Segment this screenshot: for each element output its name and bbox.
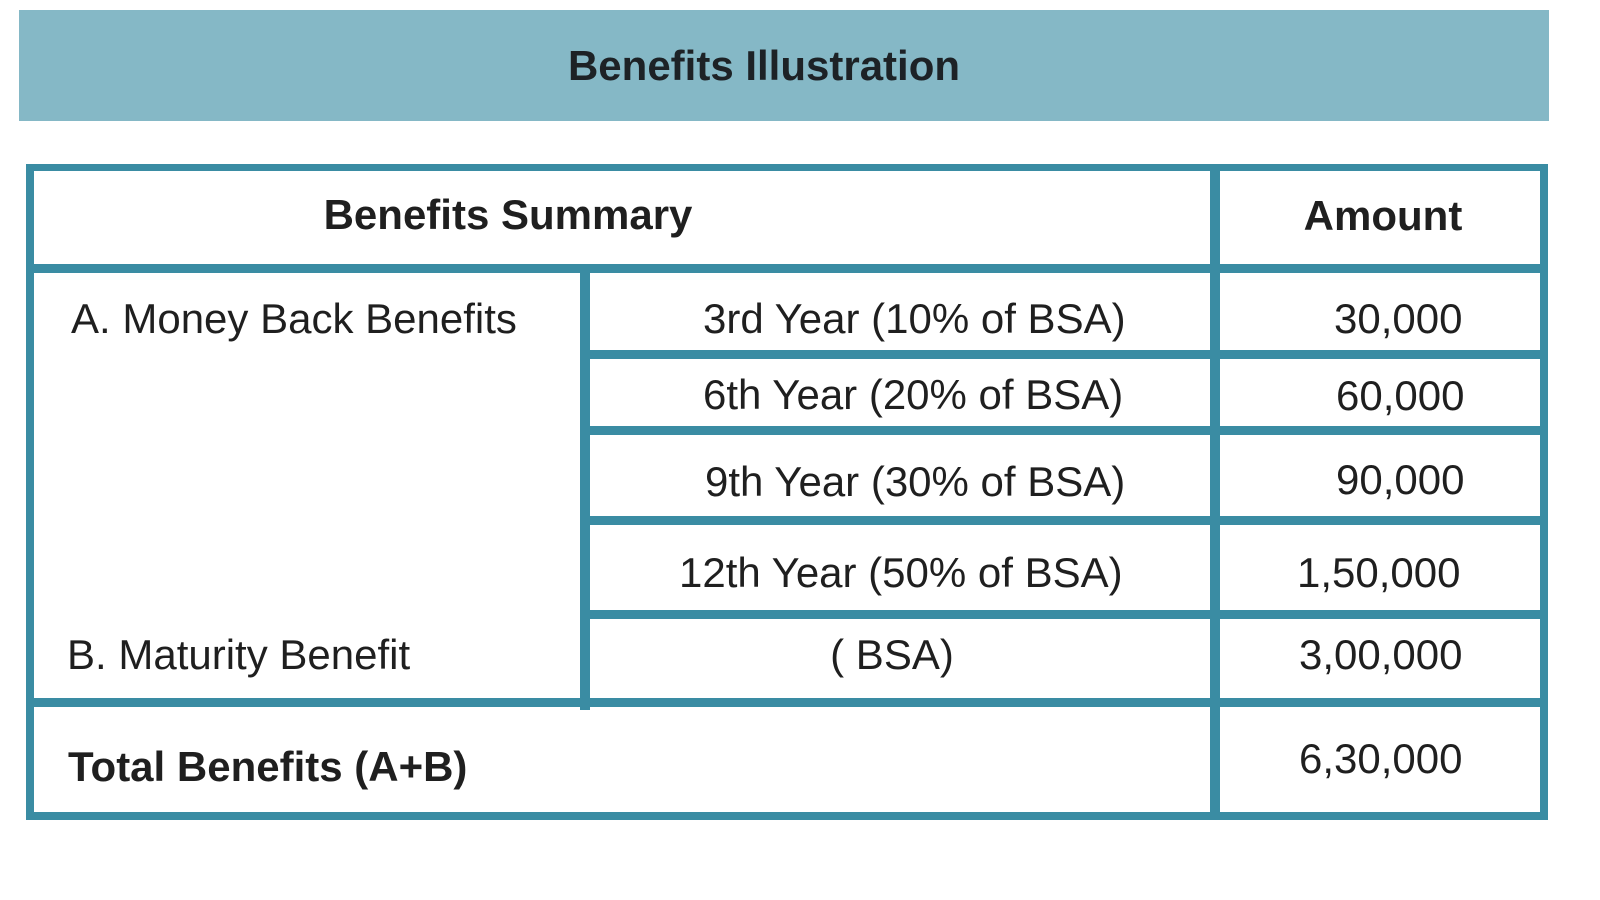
table-border-bottom bbox=[26, 812, 1548, 820]
section-b-label: B. Maturity Benefit bbox=[67, 631, 411, 678]
row-amount: 60,000 bbox=[1336, 372, 1465, 419]
row-description: 3rd Year (10% of BSA) bbox=[703, 295, 1126, 342]
amount-column-divider bbox=[1210, 164, 1220, 820]
section-b-amount: 3,00,000 bbox=[1299, 631, 1463, 678]
row-divider-2 bbox=[586, 426, 1548, 435]
table-border-right bbox=[1540, 164, 1548, 820]
header-divider bbox=[26, 264, 1540, 273]
section-b-description: ( BSA) bbox=[830, 631, 954, 678]
row-amount: 30,000 bbox=[1334, 295, 1463, 342]
page-title: Benefits Illustration bbox=[567, 41, 961, 89]
row-divider-3 bbox=[586, 516, 1548, 525]
benefits-table: Benefits Summary Amount A. Money Back Be… bbox=[26, 164, 1554, 822]
section-column-divider bbox=[580, 270, 590, 710]
row-divider-4 bbox=[586, 610, 1548, 619]
total-divider bbox=[26, 698, 1548, 707]
total-amount: 6,30,000 bbox=[1299, 735, 1463, 782]
total-label: Total Benefits (A+B) bbox=[68, 743, 468, 790]
row-description: 12th Year (50% of BSA) bbox=[679, 549, 1123, 596]
row-description: 9th Year (30% of BSA) bbox=[705, 458, 1126, 505]
table-border-left bbox=[26, 164, 34, 820]
row-amount: 1,50,000 bbox=[1297, 549, 1461, 596]
row-divider-1 bbox=[586, 350, 1548, 359]
header-amount: Amount bbox=[1303, 192, 1463, 239]
row-description: 6th Year (20% of BSA) bbox=[703, 371, 1124, 418]
table-border-top bbox=[26, 164, 1548, 171]
title-banner: Benefits Illustration bbox=[19, 10, 1549, 121]
section-a-label: A. Money Back Benefits bbox=[71, 295, 517, 342]
header-benefits-summary: Benefits Summary bbox=[323, 191, 693, 238]
row-amount: 90,000 bbox=[1336, 456, 1465, 503]
